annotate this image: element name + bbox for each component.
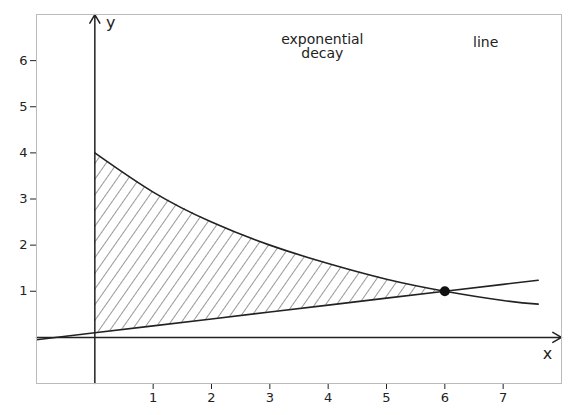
- svg-text:4: 4: [324, 390, 332, 405]
- svg-text:1: 1: [149, 390, 157, 405]
- svg-text:6: 6: [19, 53, 27, 68]
- svg-text:3: 3: [266, 390, 274, 405]
- svg-text:2: 2: [19, 237, 27, 252]
- svg-text:x: x: [543, 343, 552, 362]
- svg-text:y: y: [106, 13, 115, 32]
- svg-text:1: 1: [19, 283, 27, 298]
- svg-text:exponentialdecay: exponentialdecay: [281, 31, 363, 61]
- svg-text:7: 7: [499, 390, 507, 405]
- svg-text:5: 5: [382, 390, 390, 405]
- svg-text:5: 5: [19, 99, 27, 114]
- svg-text:line: line: [473, 34, 498, 50]
- svg-text:3: 3: [19, 191, 27, 206]
- svg-text:4: 4: [19, 145, 27, 160]
- svg-text:6: 6: [441, 390, 449, 405]
- svg-text:2: 2: [207, 390, 215, 405]
